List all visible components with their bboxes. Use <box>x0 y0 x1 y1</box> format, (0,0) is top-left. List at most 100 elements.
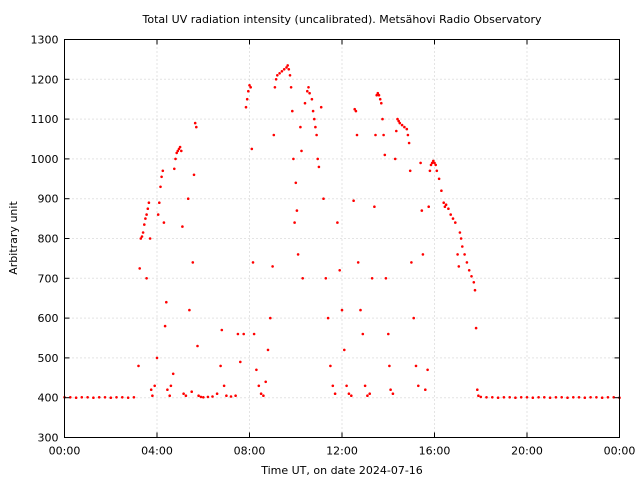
data-point <box>354 109 358 113</box>
data-point <box>195 125 198 129</box>
data-point <box>168 394 171 398</box>
data-point <box>269 316 272 320</box>
data-point <box>193 121 197 125</box>
data-point <box>433 161 436 165</box>
data-point <box>296 253 300 256</box>
data-point <box>485 396 488 399</box>
data-point <box>583 396 587 400</box>
data-point <box>177 147 181 151</box>
data-point <box>428 169 432 173</box>
data-point <box>141 231 145 234</box>
data-point <box>274 78 278 81</box>
data-point <box>69 396 72 399</box>
data-point <box>80 396 84 399</box>
data-point <box>326 316 330 320</box>
data-point <box>560 396 563 399</box>
data-point <box>434 163 438 167</box>
data-point <box>442 201 446 204</box>
data-point <box>479 395 483 399</box>
data-point <box>543 396 546 399</box>
data-point <box>374 133 377 137</box>
data-point <box>417 384 420 388</box>
y-axis-label: Arbitrary unit <box>7 201 20 275</box>
data-point <box>319 105 323 109</box>
data-point <box>384 277 388 280</box>
data-point <box>310 97 314 101</box>
data-point <box>420 209 424 212</box>
data-point <box>182 392 185 396</box>
data-point <box>215 392 219 396</box>
data-point <box>293 221 296 224</box>
data-point <box>336 221 339 224</box>
data-point <box>477 394 480 398</box>
data-point <box>147 201 151 204</box>
data-point <box>115 396 118 399</box>
data-point <box>514 396 517 400</box>
x-tick-label: 12:00 <box>326 445 358 458</box>
y-tick-label: 300 <box>38 432 59 445</box>
data-point <box>408 169 412 173</box>
data-point <box>393 157 397 161</box>
data-point <box>149 388 153 392</box>
data-point <box>331 384 335 388</box>
data-point <box>381 117 384 121</box>
data-point <box>266 348 270 352</box>
data-point <box>257 384 261 388</box>
data-point <box>347 392 351 396</box>
data-point <box>525 396 529 399</box>
data-point <box>380 101 383 105</box>
data-point <box>410 261 413 264</box>
data-point <box>400 123 404 127</box>
data-point <box>192 173 196 177</box>
y-tick-label: 400 <box>38 392 59 405</box>
data-point <box>286 64 290 67</box>
data-point <box>252 332 256 336</box>
data-point <box>160 175 163 179</box>
data-point <box>86 396 89 399</box>
x-tick-label: 16:00 <box>419 445 451 458</box>
data-point <box>202 396 205 399</box>
data-point <box>138 267 141 270</box>
data-point <box>396 117 399 121</box>
data-point <box>373 205 376 208</box>
data-point <box>289 86 293 89</box>
data-point <box>165 300 168 304</box>
data-point <box>151 394 154 398</box>
data-point <box>199 395 203 399</box>
data-point <box>311 109 315 113</box>
data-point <box>440 189 443 192</box>
data-point <box>294 181 298 185</box>
y-tick-label: 800 <box>38 233 59 246</box>
data-point <box>264 380 268 384</box>
data-point <box>316 157 320 161</box>
data-point <box>162 221 166 224</box>
data-point <box>155 356 159 360</box>
data-point <box>378 97 382 101</box>
data-point <box>398 121 402 125</box>
data-point <box>196 344 199 348</box>
data-point <box>322 197 325 200</box>
data-point <box>250 147 254 151</box>
data-point <box>225 394 228 398</box>
data-point <box>356 261 360 264</box>
data-point <box>395 129 398 133</box>
data-point <box>280 70 284 73</box>
data-points <box>63 64 621 400</box>
data-point <box>234 394 237 398</box>
data-point <box>236 332 240 336</box>
data-point <box>606 396 610 399</box>
data-point <box>389 388 392 392</box>
data-point <box>159 185 162 189</box>
data-point <box>470 275 473 278</box>
data-point <box>184 394 188 398</box>
data-point <box>414 364 418 368</box>
data-point <box>333 392 337 396</box>
data-point <box>132 396 136 399</box>
data-point <box>287 68 291 71</box>
data-point <box>403 125 406 129</box>
x-axis-label: Time UT, on date 2024-07-16 <box>260 464 423 477</box>
data-point <box>451 217 455 220</box>
data-point <box>255 368 258 372</box>
data-point <box>459 237 463 240</box>
